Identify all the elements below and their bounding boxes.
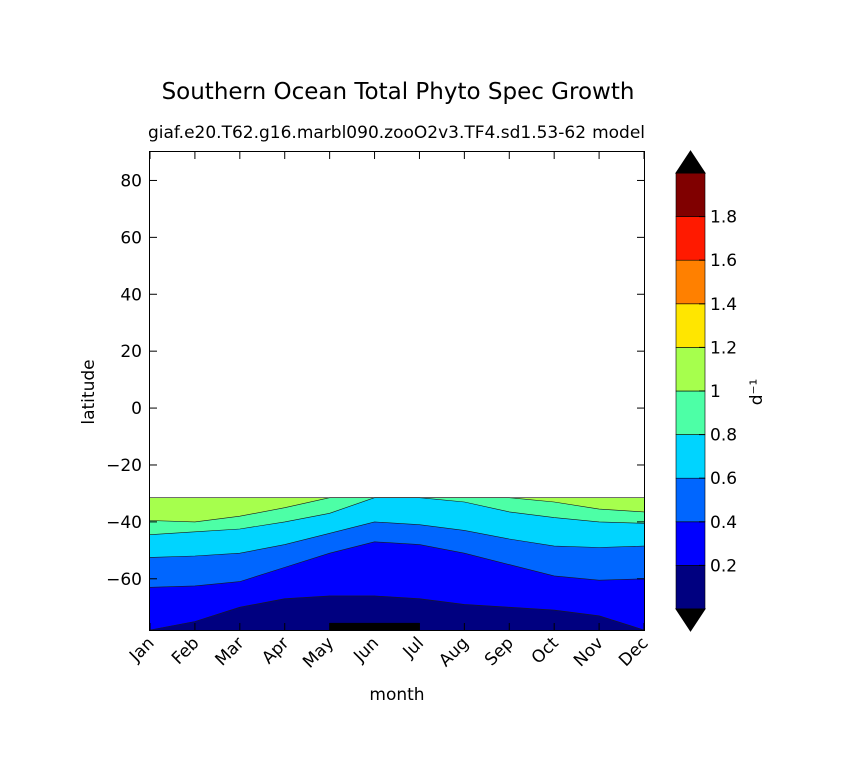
x-tick-label: Apr — [258, 633, 293, 668]
x-tick-label: May — [299, 633, 338, 672]
colorbar-label: d⁻¹ — [747, 379, 767, 406]
colorbar-segment — [675, 565, 706, 610]
colorbar-segment — [675, 390, 706, 435]
colorbar-segment — [675, 521, 706, 566]
colorbar-tick-label: 1 — [710, 382, 721, 402]
colorbar-tick-label: 0.6 — [710, 469, 737, 489]
colorbar-segment — [675, 477, 706, 523]
x-tick-label: Nov — [570, 633, 608, 671]
colorbar-tick-label: 0.4 — [710, 513, 737, 533]
band-0.8 — [150, 497, 644, 522]
y-axis-ticks: −60 −40 −20 0 20 40 60 80 — [106, 171, 644, 590]
y-tick-label: 60 — [120, 228, 142, 248]
contour-line-0.2 — [149, 541, 645, 588]
colorbar-extend-top — [675, 150, 706, 174]
x-tick-label: Jan — [125, 633, 158, 666]
colorbar-tick-label: 1.6 — [710, 251, 737, 271]
contour-line-0.4 — [149, 521, 645, 558]
colorbar-tick-label: 1.2 — [710, 338, 737, 358]
x-tick-label: Jul — [399, 633, 428, 662]
x-axis-label: month — [369, 685, 424, 705]
y-tick-label: −60 — [106, 570, 142, 590]
chart-title: Southern Ocean Total Phyto Spec Growth — [162, 79, 635, 105]
colorbar-segment — [675, 303, 706, 348]
x-tick-label: Aug — [435, 633, 473, 671]
x-tick-label: Mar — [212, 633, 249, 670]
colorbar-tick-label: 1.8 — [710, 208, 737, 228]
colorbar-segment — [675, 216, 706, 261]
y-tick-label: 0 — [131, 399, 142, 419]
y-axis-label: latitude — [79, 359, 99, 424]
colorbar-tick-label: 0.8 — [710, 426, 737, 446]
x-tick-label: Feb — [168, 633, 203, 668]
x-tick-label: Sep — [481, 633, 518, 670]
x-tick-label: Oct — [528, 633, 563, 668]
chart-subtitle-left: giaf.e20.T62.g16.marbl090.zooO2v3.TF4.sd… — [148, 123, 586, 143]
y-tick-label: −20 — [106, 456, 142, 476]
contour-lines — [149, 497, 645, 631]
y-tick-label: 20 — [120, 342, 142, 362]
y-tick-label: 80 — [120, 171, 142, 191]
y-tick-label: 40 — [120, 285, 142, 305]
y-tick-label: −40 — [106, 513, 142, 533]
colorbar-segment — [675, 172, 706, 217]
plot-frame — [149, 151, 645, 631]
x-tick-label: Dec — [615, 633, 652, 670]
colorbar-tick-label: 1.4 — [710, 295, 737, 315]
colorbar: 0.2 0.4 0.6 0.8 1 1.2 1.4 1.6 1.8 — [675, 150, 737, 632]
contour-line-0.1 — [149, 595, 645, 631]
colorbar-extend-bottom — [675, 608, 706, 632]
colorbar-segment — [675, 347, 706, 392]
chart-subtitle-right: model — [592, 123, 645, 143]
plot-area — [150, 497, 644, 630]
colorbar-segment — [675, 259, 706, 305]
x-tick-label: Jun — [349, 633, 383, 667]
colorbar-tick-label: 0.2 — [710, 556, 737, 576]
colorbar-segment — [675, 434, 706, 479]
